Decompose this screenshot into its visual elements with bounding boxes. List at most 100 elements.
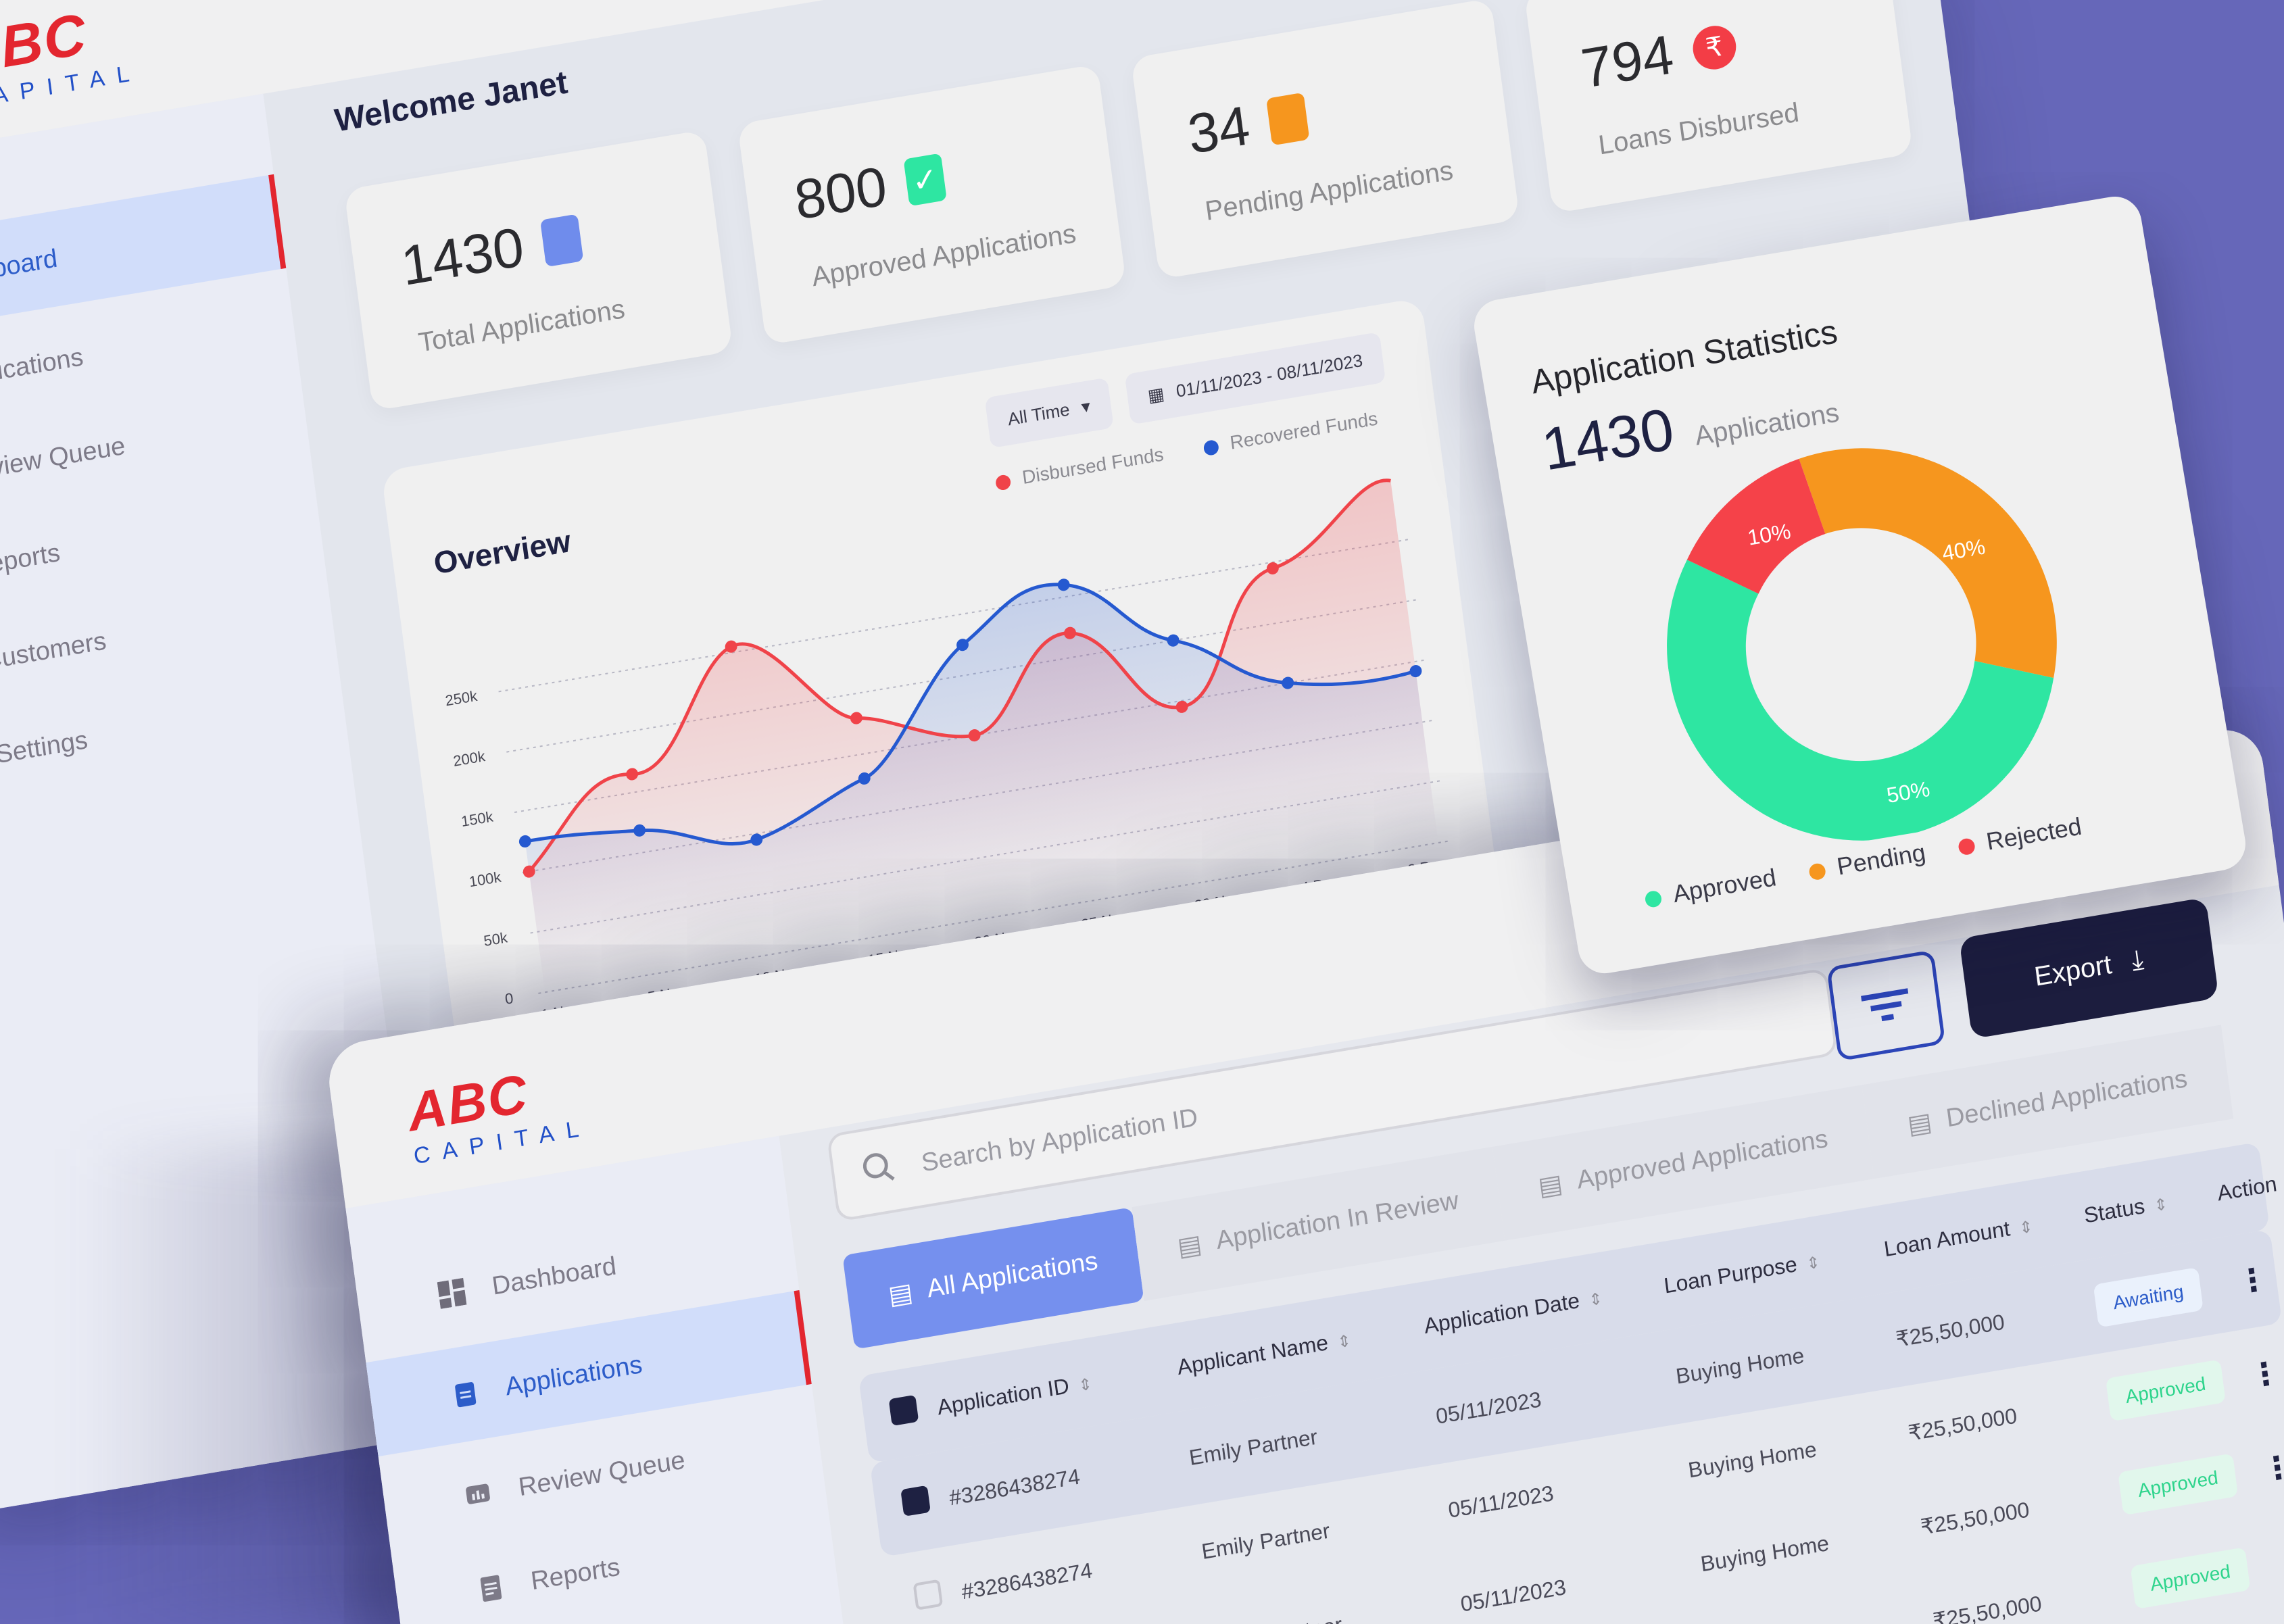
col-application-date[interactable]: Application Date ⇕ [1422,1287,1604,1338]
sidebar-item-applications[interactable]: Applications [366,1289,812,1457]
row-checkbox[interactable] [913,1579,944,1610]
col-status[interactable]: Status ⇕ [2082,1193,2169,1228]
cell-amount: ₹25,50,000 [1906,1403,2019,1446]
cell-name: Emily Partner [1188,1424,1319,1470]
cell-amount: ₹25,50,000 [1919,1497,2031,1540]
applications-sidebar: Dashboard Applications Review Queue Repo… [345,1135,903,1624]
cell-id: #3286438274 [960,1557,1094,1604]
more-icon[interactable]: ⋮ [2235,1260,2270,1300]
grid-icon [437,1277,468,1309]
stat-card-total: 1430 Total Applications [343,129,733,412]
clipboard-icon [540,214,584,268]
cell-date: 05/11/2023 [1459,1574,1568,1617]
clipboard-icon [450,1378,481,1409]
date-range-value: 01/11/2023 - 08/11/2023 [1175,349,1364,401]
status-badge: Awaiting [2093,1266,2204,1328]
more-icon[interactable]: ⋮ [2272,1541,2284,1581]
legend-approved: Approved [1643,863,1778,913]
sidebar-item-label: Dashboard [0,244,59,293]
sort-icon: ⇕ [2153,1194,2169,1215]
sort-icon: ⇕ [1588,1289,1604,1310]
calendar-icon: ▦ [1146,383,1166,406]
dashboard-screen: ABC CAPITAL Dashboard Applications Revie… [0,0,2093,1515]
stat-value: 794 [1578,24,1678,100]
clipboard-icon: ▤ [1905,1107,1934,1140]
filter-button[interactable] [1826,950,1946,1062]
sort-icon: ⇕ [1077,1375,1094,1396]
select-all-checkbox[interactable] [888,1394,919,1427]
clipboard-clock-icon [1266,92,1310,146]
sidebar-item-label: Applications [0,342,85,394]
date-range-picker[interactable]: ▦ 01/11/2023 - 08/11/2023 [1124,332,1386,425]
application-statistics-card: Application Statistics 1430 Applications… [1470,192,2250,978]
svg-text:50k: 50k [483,929,509,950]
cell-purpose: Buying Home [1674,1342,1806,1389]
sidebar-item-label: Reports [529,1552,622,1596]
svg-text:100k: 100k [468,868,502,891]
filter-icon [1861,988,1909,1022]
status-badge: Approved [2130,1547,2251,1610]
sidebar-item-dashboard[interactable]: Dashboard [353,1189,798,1356]
stat-card-pending: 34 Pending Applications [1130,0,1520,280]
cell-purpose: Buying Home [1711,1609,1935,1624]
stat-label: Approved Applications [810,218,1078,293]
col-loan-purpose[interactable]: Loan Purpose ⇕ [1662,1251,1822,1298]
sort-icon: ⇕ [1805,1252,1822,1273]
stats-total-value: 1430 [1536,395,1679,483]
sidebar-item-review-queue[interactable]: Review Queue [379,1391,825,1557]
stat-card-approved: 800 ✓ Approved Applications [737,64,1127,346]
legend-recovered: Recovered Funds [1202,408,1379,458]
more-icon[interactable]: ⋮ [2247,1353,2283,1394]
status-donut-chart: 10% 40% 50% [1667,448,2057,841]
stat-label: Loans Disbursed [1597,97,1801,161]
clipboard-icon: ▤ [1175,1229,1204,1262]
sidebar-item-label: Reports [0,538,62,582]
status-badge: Approved [2105,1359,2226,1422]
cell-date: 05/11/2023 [1434,1386,1543,1429]
clipboard-icon: ▤ [1536,1169,1565,1202]
stats-total-label: Applications [1693,397,1842,451]
clipboard-check-icon: ✓ [903,153,947,207]
cell-id: #3286438274 [947,1463,1082,1510]
col-application-id[interactable]: Application ID ⇕ [936,1373,1094,1420]
clipboard-icon: ▤ [886,1278,915,1310]
search-placeholder: Search by Application ID [919,1102,1200,1177]
cell-amount: ₹25,50,000 [1894,1309,2006,1352]
sidebar-item-label: Review Queue [0,431,127,488]
stat-value: 1430 [397,216,528,298]
sidebar-item-label: Customers [0,626,108,675]
stat-label: Pending Applications [1203,155,1455,226]
rupee-icon: ₹ [1690,22,1739,73]
stat-label: Total Applications [416,294,627,358]
svg-text:200k: 200k [452,747,487,770]
stat-card-disbursed: 794 ₹ Loans Disbursed [1524,0,1914,214]
col-loan-amount[interactable]: Loan Amount ⇕ [1882,1215,2035,1261]
applications-screen: ruz ▾ ABC CAPITAL Dashboard Applications… [324,724,2284,1624]
export-label: Export [2032,949,2114,992]
col-applicant-name[interactable]: Applicant Name ⇕ [1175,1329,1353,1379]
search-icon [859,1148,898,1194]
col-action: Action [2216,1171,2279,1206]
range-select[interactable]: All Time ▾ [984,377,1114,449]
overview-chart-card: Overview All Time ▾ ▦ 01/11/2023 - 08/11… [381,297,1503,1089]
sidebar-item-label: Applications [503,1350,644,1402]
sort-icon: ⇕ [2018,1217,2035,1238]
search-input[interactable]: Search by Application ID [826,967,1839,1223]
svg-text:150k: 150k [460,808,495,830]
cell-amount: ₹25,50,000 [1931,1591,2043,1624]
chart-message-icon [464,1479,494,1510]
sidebar-item-reports[interactable]: Reports [391,1485,837,1624]
svg-text:0: 0 [504,989,514,1008]
tab-all-applications[interactable]: ▤ All Applications [842,1207,1144,1350]
cell-purpose: Buying Home [1699,1530,1830,1576]
more-icon[interactable]: ⋮ [2260,1447,2284,1488]
cell-name: Emily Partner [1200,1517,1332,1564]
report-icon [476,1573,506,1604]
sidebar-item-label: Settings [0,725,90,769]
stat-value: 800 [791,155,891,232]
legend-disbursed: Disbursed Funds [994,443,1165,493]
sidebar-item-label: Review Queue [516,1446,687,1502]
row-checkbox[interactable] [900,1485,931,1517]
sort-icon: ⇕ [1336,1331,1353,1352]
